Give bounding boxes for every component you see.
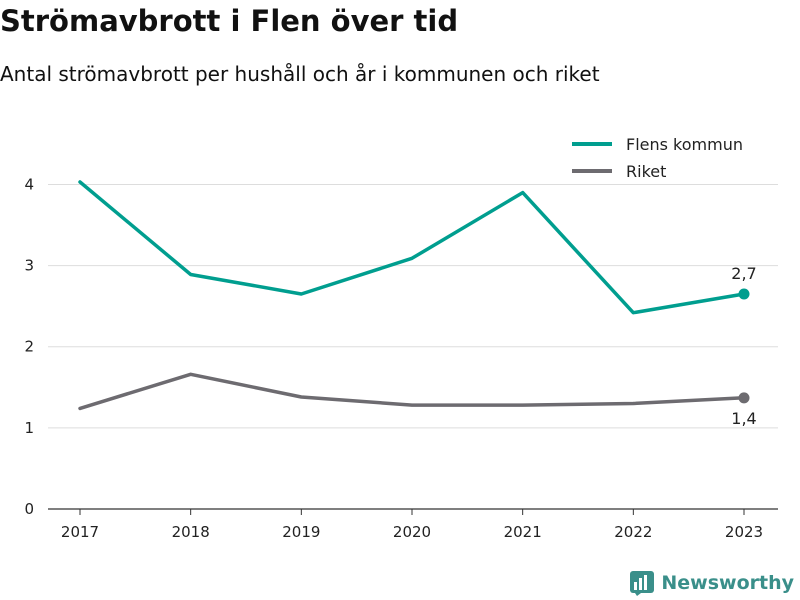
newsworthy-logo-icon	[630, 571, 655, 596]
x-axis: 2017 2018 2019 2020 2021 2022 2023	[61, 509, 763, 541]
chart-subtitle: Antal strömavbrott per hushåll och år i …	[0, 62, 600, 86]
brand-name: Newsworthy	[661, 572, 794, 594]
x-tick-label: 2022	[614, 523, 652, 541]
series-end-point[interactable]	[738, 288, 750, 300]
legend[interactable]: Flens kommun Riket	[572, 135, 743, 181]
y-tick-label: 2	[24, 338, 34, 356]
x-tick-label: 2017	[61, 523, 99, 541]
series-line-1[interactable]	[78, 372, 746, 411]
y-tick-label: 0	[24, 500, 34, 518]
chart-title: Strömavbrott i Flen över tid	[0, 4, 459, 38]
y-tick-label: 4	[24, 175, 34, 193]
x-tick-label: 2023	[725, 523, 763, 541]
x-tick-label: 2018	[172, 523, 210, 541]
end-value-label: 2,7	[731, 264, 756, 283]
legend-item-label[interactable]: Flens kommun	[626, 135, 743, 154]
x-tick-label: 2020	[393, 523, 431, 541]
y-tick-label: 1	[24, 419, 34, 437]
series-line-0[interactable]	[78, 180, 746, 315]
x-tick-label: 2021	[504, 523, 542, 541]
y-axis: 0 1 2 3 4	[24, 175, 34, 518]
x-tick-label: 2019	[282, 523, 320, 541]
series-end-point[interactable]	[738, 392, 750, 404]
newsworthy-brand[interactable]: Newsworthy	[629, 570, 794, 596]
grid-lines	[48, 183, 778, 510]
y-tick-label: 3	[24, 257, 34, 275]
series-lines: 2,7 1,4	[78, 180, 757, 428]
legend-item-label[interactable]: Riket	[626, 162, 666, 181]
end-value-label: 1,4	[731, 409, 756, 428]
